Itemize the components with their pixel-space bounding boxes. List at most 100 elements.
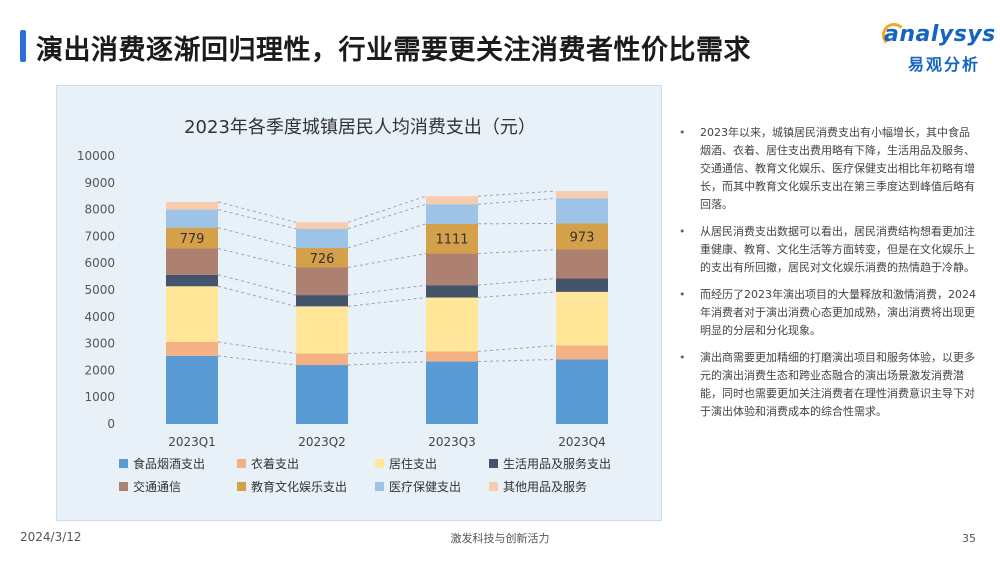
- x-tick-label: 2023Q3: [428, 435, 476, 449]
- y-tick-label: 4000: [84, 310, 115, 324]
- connector-line: [217, 355, 297, 366]
- stacked-bar-chart: 2023年各季度城镇居民人均消费支出（元） 0 1000 2000 3000 4000 50…: [77, 117, 611, 494]
- bullet-item: 2023年以来，城镇居民消费支出有小幅增长，其中食品烟酒、衣着、居住支出费用略有…: [676, 124, 976, 214]
- connector-line: [347, 284, 427, 296]
- legend-label: 医疗保健支出: [389, 480, 461, 494]
- legend-swatch: [237, 459, 246, 468]
- bar-segment: [556, 345, 608, 360]
- bar-segment: [166, 274, 218, 287]
- bar-segment: [166, 201, 218, 210]
- connector-line: [347, 361, 427, 366]
- bar-segment: [556, 278, 608, 292]
- connector-line: [477, 358, 557, 363]
- legend-swatch: [489, 459, 498, 468]
- legend-label: 交通通信: [133, 479, 181, 494]
- bar-segment: [556, 291, 608, 346]
- bar-segment: [166, 355, 218, 424]
- bar-segment: [556, 359, 608, 424]
- connector-line: [217, 274, 297, 296]
- connector-line: [347, 203, 427, 230]
- bar-segment: [556, 249, 608, 279]
- connector-line: [347, 297, 427, 307]
- legend-label: 居住支出: [389, 457, 437, 471]
- footer-slogan: 激发科技与创新活力: [450, 532, 550, 545]
- bar-segment: [296, 365, 348, 424]
- bar-segment: [426, 361, 478, 424]
- bar-segment: [166, 227, 218, 249]
- bar-segment: [426, 253, 478, 286]
- connector-line: [477, 344, 557, 352]
- legend-swatch: [237, 482, 246, 491]
- connector-line: [477, 197, 557, 205]
- bar-segment: [296, 295, 348, 307]
- connector-line: [217, 341, 297, 355]
- bullet-item: 从居民消费支出数据可以看出，居民消费结构想看更加注重健康、教育、文化生活等方面转…: [676, 223, 976, 277]
- x-tick-label: 2023Q2: [298, 435, 346, 449]
- y-tick-label: 1000: [84, 390, 115, 404]
- connector-line: [217, 201, 297, 223]
- bar-segment: [556, 191, 608, 199]
- connector-line: [347, 350, 427, 355]
- bar-segment: [166, 286, 218, 342]
- page-title: 演出消费逐渐回归理性，行业需要更关注消费者性价比需求: [36, 35, 751, 66]
- logo-arc-icon: [882, 23, 906, 47]
- logo-text-cn: 易观分析: [908, 55, 981, 74]
- bar-segment: [426, 351, 478, 362]
- data-label: 726: [310, 252, 335, 267]
- bar-segment: [166, 248, 218, 275]
- legend-label: 其他用品及服务: [503, 479, 587, 494]
- x-tick-label: 2023Q4: [558, 435, 606, 449]
- bar-segment: [296, 248, 348, 268]
- legend-swatch: [119, 459, 128, 468]
- bar-segment: [426, 285, 478, 298]
- connector-line: [477, 277, 557, 286]
- bar-segment: [426, 204, 478, 224]
- chart-panel: 2023年各季度城镇居民人均消费支出（元） 0 1000 2000 3000 4000 50…: [56, 85, 662, 521]
- legend-label: 生活用品及服务支出: [503, 456, 611, 471]
- legend-label: 食品烟酒支出: [133, 456, 205, 471]
- legend-swatch: [375, 482, 384, 491]
- title-accent-bar: [20, 30, 26, 62]
- bar-segment: [426, 196, 478, 205]
- y-tick-label: 8000: [84, 203, 115, 217]
- bullet-item: 演出商需要更加精细的打磨演出项目和服务体验，以更多元的演出消费生态和跨业态融合的…: [676, 349, 976, 421]
- bar-segment: [296, 222, 348, 229]
- legend-swatch: [375, 459, 384, 468]
- y-tick-label: 9000: [84, 176, 115, 190]
- y-tick-label: 6000: [84, 256, 115, 270]
- bar-segment: [166, 209, 218, 228]
- analysys-logo: analysys 易观分析: [878, 20, 995, 76]
- connector-line: [347, 223, 427, 249]
- y-tick-label: 0: [107, 417, 115, 431]
- bar-segment: [296, 353, 348, 366]
- data-label: 973: [570, 230, 595, 245]
- bar-segment: [296, 228, 348, 249]
- logo-text-en: analysys: [884, 22, 996, 47]
- y-tick-label: 3000: [84, 337, 115, 351]
- connector-line: [347, 253, 427, 268]
- bullet-list: 2023年以来，城镇居民消费支出有小幅增长，其中食品烟酒、衣着、居住支出费用略有…: [676, 124, 976, 430]
- connector-line: [477, 249, 557, 255]
- legend-swatch: [119, 482, 128, 491]
- connector-line: [477, 190, 557, 197]
- legend-label: 教育文化娱乐支出: [251, 479, 347, 494]
- legend-label: 衣着支出: [251, 456, 299, 471]
- data-label: 779: [180, 232, 205, 247]
- connector-line: [217, 285, 297, 307]
- connector-line: [477, 291, 557, 299]
- bar-segment: [166, 341, 218, 356]
- legend-swatch: [489, 482, 498, 491]
- y-tick-label: 5000: [84, 283, 115, 297]
- bar-segment: [556, 198, 608, 224]
- y-tick-label: 2000: [84, 363, 115, 377]
- footer-date: 2024/3/12: [20, 530, 82, 544]
- connector-line: [217, 227, 297, 249]
- y-tick-label: 7000: [84, 229, 115, 243]
- connector-line: [217, 209, 297, 230]
- page-number: 35: [962, 532, 976, 545]
- connector-line: [347, 195, 427, 223]
- y-tick-label: 10000: [77, 149, 115, 163]
- bar-segment: [556, 223, 608, 250]
- bar-segment: [426, 223, 478, 254]
- connector-line: [217, 247, 297, 268]
